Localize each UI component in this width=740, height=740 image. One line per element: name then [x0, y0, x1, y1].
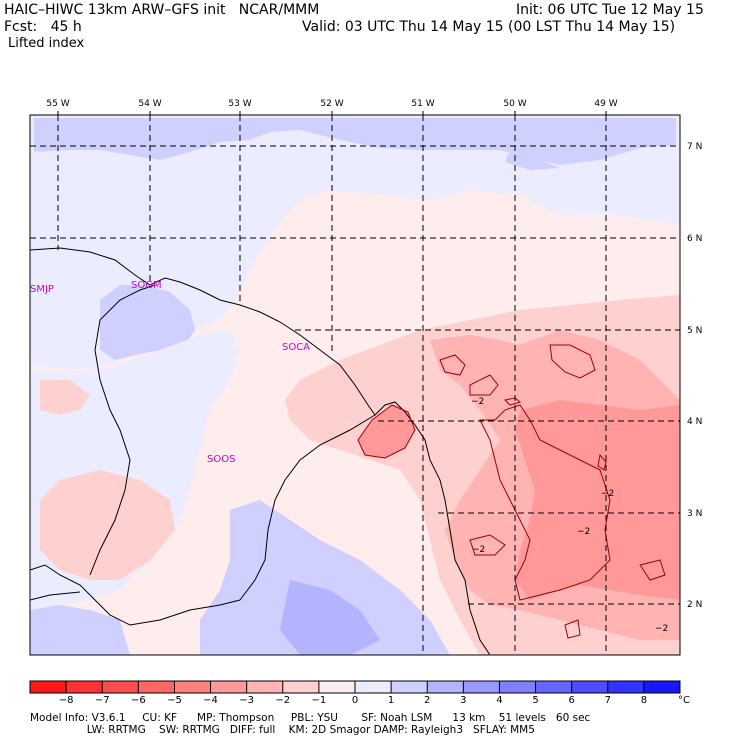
coast-sw [30, 591, 81, 601]
valid-time: Valid: 03 UTC Thu 14 May 15 (00 LST Thu … [302, 19, 676, 35]
contour-3 [549, 344, 596, 379]
forecast-hour: Fcst: 45 h [4, 19, 82, 35]
lon-label-51: 51 W [411, 99, 434, 109]
colorbar-swatch [102, 681, 139, 693]
contour-1 [439, 354, 466, 376]
map-frame [29, 114, 681, 656]
field-coast-blob [358, 405, 415, 458]
colorbar-swatch [643, 681, 681, 693]
lat-label-7: 7 N [687, 142, 702, 152]
field-sogm-positive [100, 285, 195, 360]
colorbar-tick-label: 6 [568, 695, 574, 706]
colorbar-swatch [30, 681, 67, 693]
colorbar-tick-label: 3 [460, 695, 466, 706]
contour-label-4: −2 [472, 545, 485, 555]
border-guiana [89, 284, 156, 576]
footer-physics-info: LW: RRTMG SW: RRTMG DIFF: full KM: 2D Sm… [30, 724, 535, 736]
colorbar-tick-label: −4 [203, 695, 218, 706]
field-east-core [515, 400, 680, 600]
colorbar-unit: °C [678, 695, 690, 706]
lifted-index-field [30, 115, 680, 655]
lat-label-5: 5 N [687, 326, 702, 336]
colorbar-tick-label: 5 [532, 695, 538, 706]
colorbar-swatch [174, 681, 212, 693]
station-soca: SOCA [282, 342, 310, 353]
colorbar-tick-label: −3 [239, 695, 254, 706]
colorbar-tick-label: −1 [312, 695, 327, 706]
colorbar-swatch [427, 681, 464, 693]
init-time: Init: 06 UTC Tue 12 May 15 [516, 2, 704, 18]
station-soos: SOOS [207, 454, 235, 465]
station-sogm: SOGM [131, 280, 162, 291]
footer-model-info: Model Info: V3.6.1 CU: KF MP: Thompson P… [30, 712, 591, 724]
contour-8 [503, 397, 522, 406]
colorbar-tick-label: 8 [641, 695, 647, 706]
colorbar-tick-label: −2 [275, 695, 290, 706]
lat-label-6: 6 N [687, 234, 702, 244]
contour-2 [469, 374, 499, 396]
colorbar-swatch [138, 681, 175, 693]
contour-5 [597, 453, 607, 471]
coast-north [30, 247, 491, 655]
border-west [30, 564, 241, 626]
contour-9 [469, 534, 506, 556]
station-smjp: SMJP [30, 284, 54, 295]
field-sw-positive [30, 605, 130, 655]
colorbar-swatch [66, 681, 103, 693]
lon-label-53: 53 W [228, 99, 251, 109]
contour-6 [639, 559, 666, 581]
colorbar-tick-label: 0 [352, 695, 358, 706]
colorbar-swatch [391, 681, 428, 693]
lon-label-52: 52 W [320, 99, 343, 109]
contour-label-1: −2 [471, 397, 484, 407]
contour-label-3: −2 [577, 527, 590, 537]
lon-label-49: 49 W [594, 99, 617, 109]
colorbar-tick-label: 4 [496, 695, 502, 706]
colorbar-tick-label: −6 [131, 695, 146, 706]
field-north-positive [30, 115, 680, 370]
lat-label-4: 4 N [687, 417, 702, 427]
field-name: Lifted index [8, 36, 85, 51]
colorbar-swatch [318, 681, 356, 693]
coastline [30, 247, 491, 655]
colorbar: −8 −7 −6 −5 −4 −3 −2 −1 0 1 2 3 4 5 6 7 8 °C [29, 680, 690, 706]
axis-ticks [57, 111, 607, 115]
colorbar-swatch [571, 681, 609, 693]
colorbar-swatch [282, 681, 320, 693]
lon-label-55: 55 W [46, 99, 69, 109]
contour-10 [357, 404, 416, 459]
lon-label-50: 50 W [503, 99, 526, 109]
field-top-band-right [505, 150, 560, 170]
contour-label-5: −2 [655, 624, 668, 634]
border-brazil [239, 414, 376, 601]
colorbar-tick-label: −5 [167, 695, 182, 706]
colorbar-tick-label: 7 [605, 695, 611, 706]
lat-lon-grid [30, 115, 680, 655]
contour-label-2: −2 [601, 489, 614, 499]
colorbar-swatch [463, 681, 500, 693]
colorbar-tick-label: 2 [424, 695, 430, 706]
colorbar-swatch [499, 681, 537, 693]
colorbar-tick-label: −7 [95, 695, 110, 706]
contour-7 [564, 619, 581, 639]
field-west-negative [40, 380, 90, 415]
contours [357, 344, 666, 639]
colorbar-swatch [246, 681, 284, 693]
colorbar-swatch [607, 681, 645, 693]
colorbar-swatch [535, 681, 573, 693]
field-south-positive [200, 500, 450, 655]
colorbar-tick-label: 1 [388, 695, 394, 706]
field-south-positive-2 [280, 580, 380, 655]
model-title: HAIC–HIWC 13km ARW–GFS init NCAR/MMM [4, 2, 320, 18]
lon-label-54: 54 W [138, 99, 161, 109]
contour-4 [479, 404, 611, 601]
field-southwest-negative [40, 470, 175, 580]
lat-label-2: 2 N [687, 600, 702, 610]
lat-label-3: 3 N [687, 509, 702, 519]
colorbar-swatch [210, 681, 248, 693]
colorbar-tick-label: −8 [59, 695, 74, 706]
colorbar-swatch [355, 681, 392, 693]
